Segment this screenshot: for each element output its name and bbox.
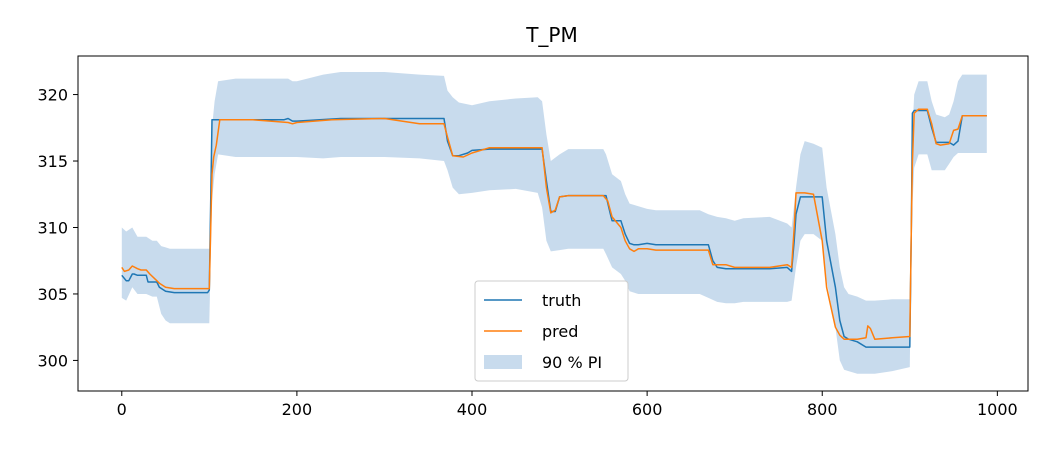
plot-frame [77, 55, 1029, 392]
x-tick-label: 400 [457, 400, 488, 419]
x-tick-label: 0 [117, 400, 127, 419]
x-tick-label: 600 [632, 400, 663, 419]
legend-label-pi: 90 % PI [542, 353, 602, 372]
y-tick-label: 310 [37, 218, 68, 237]
y-tick-label: 315 [37, 152, 68, 171]
x-tick-label: 1000 [977, 400, 1018, 419]
y-tick-label: 305 [37, 285, 68, 304]
legend-swatch-pi [484, 355, 522, 369]
x-tick-label: 800 [807, 400, 838, 419]
legend: truth pred 90 % PI [474, 280, 629, 382]
series-lines-layer [121, 108, 987, 348]
axes-layer: 0 200 400 600 800 1000 300 305 310 315 320 [37, 55, 1029, 419]
y-tick-label: 320 [37, 86, 68, 105]
y-tick-label: 300 [37, 351, 68, 370]
x-tick-label: 200 [282, 400, 313, 419]
legend-label-truth: truth [542, 291, 581, 310]
series-line-pred [121, 108, 987, 340]
prediction-interval-layer [121, 72, 987, 374]
chart-title: T_PM [525, 23, 578, 47]
legend-label-pred: pred [542, 322, 578, 341]
prediction-interval-band [121, 72, 987, 374]
